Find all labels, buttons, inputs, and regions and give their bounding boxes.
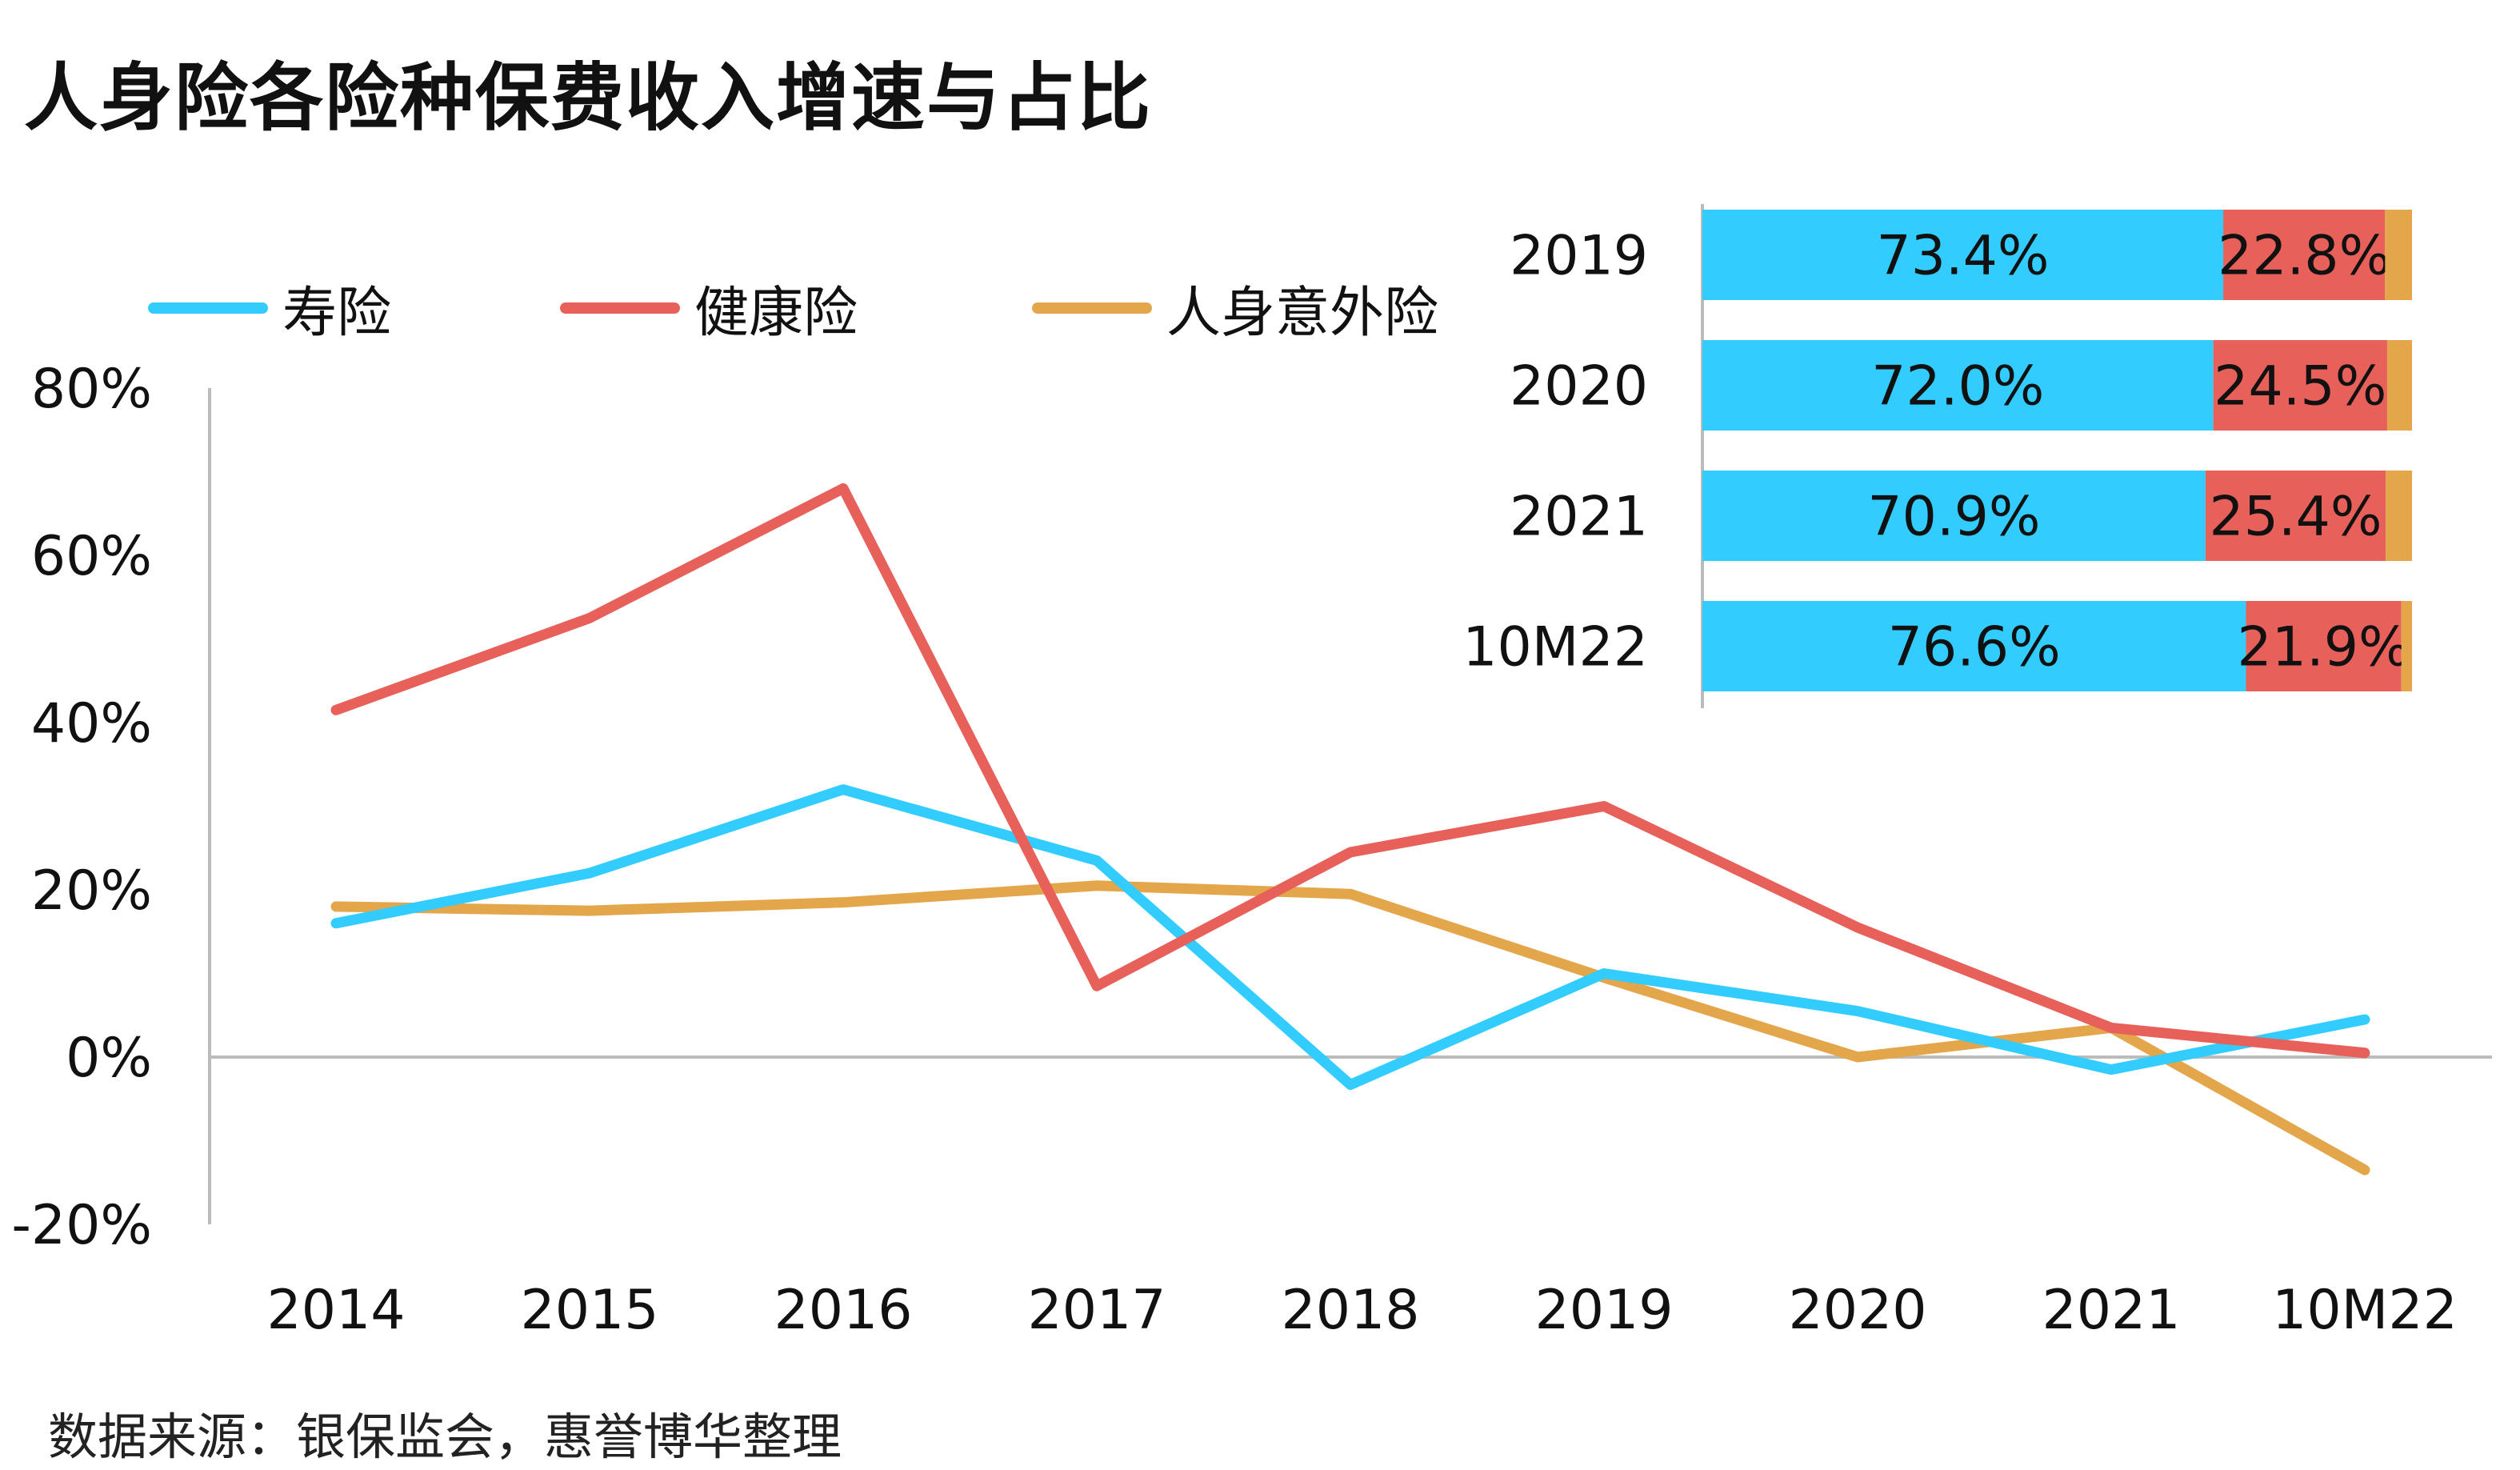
legend-swatch-accident — [1032, 302, 1152, 314]
bar-category-label: 2019 — [1510, 225, 1648, 288]
legend-item-life: 寿险 — [148, 268, 391, 347]
bar-segment — [2386, 340, 2412, 431]
legend-item-accident: 人身意外险 — [1032, 268, 1438, 347]
x-tick-label: 2019 — [1534, 1279, 1673, 1342]
data-point — [842, 487, 845, 491]
data-point — [1856, 1055, 1859, 1059]
data-point — [588, 871, 591, 875]
bar-data-label: 73.4% — [1877, 225, 2050, 288]
data-point — [2363, 1017, 2366, 1021]
data-point — [1095, 984, 1098, 988]
data-point — [842, 787, 845, 791]
data-point — [1095, 859, 1098, 863]
bar-segment — [2205, 471, 2386, 561]
x-tick-label: 2016 — [774, 1279, 912, 1342]
y-tick-label: 20% — [31, 859, 152, 923]
data-point — [1349, 1083, 1352, 1087]
legend-label-life: 寿险 — [282, 282, 392, 345]
bar-segment — [2213, 340, 2387, 431]
legend-label-health: 健康险 — [694, 282, 858, 345]
x-tick-label: 2014 — [266, 1279, 405, 1342]
legend-swatch-life — [148, 302, 268, 314]
bar-data-label: 24.5% — [2214, 355, 2386, 419]
y-tick-label: 60% — [31, 525, 152, 588]
bar-data-label: 21.9% — [2238, 616, 2410, 679]
x-tick-label: 2018 — [1281, 1279, 1419, 1342]
data-point — [588, 909, 591, 913]
chart-title: 人身险各险种保费收入增速与占比 — [24, 55, 1153, 141]
legend-label-accident: 人身意外险 — [1166, 282, 1439, 345]
data-point — [1349, 892, 1352, 896]
bar-data-label: 25.4% — [2210, 486, 2382, 549]
legend: 寿险 健康险 人身意外险 — [0, 268, 1520, 348]
data-point — [2363, 1051, 2366, 1055]
bar-segment — [1702, 340, 2214, 431]
x-tick-label: 2015 — [520, 1279, 658, 1342]
data-point — [1349, 850, 1352, 854]
data-point — [2110, 1067, 2113, 1071]
bar-data-label: 72.0% — [1871, 355, 2044, 419]
data-point — [1856, 926, 1859, 930]
x-tick-label: 10M22 — [2272, 1279, 2458, 1342]
x-tick-label: 2020 — [1788, 1279, 1926, 1342]
data-point — [2363, 1168, 2366, 1172]
x-tick-label: 2021 — [2042, 1279, 2180, 1342]
data-point — [588, 616, 591, 620]
source-note: 数据来源：银保监会，惠誉博华整理 — [48, 1408, 842, 1466]
data-point — [1856, 1009, 1859, 1013]
bar-data-label: 22.8% — [2218, 225, 2390, 288]
bar-segment — [1702, 601, 2246, 691]
bar-segment — [2401, 601, 2412, 691]
bar-data-label: 76.6% — [1888, 616, 2061, 679]
data-point — [334, 921, 338, 925]
bar-segment — [2385, 210, 2412, 300]
bar-segment — [2246, 601, 2402, 691]
y-tick-label: 80% — [31, 358, 152, 421]
data-point — [842, 900, 845, 904]
bar-segment — [1702, 471, 2206, 561]
y-tick-label: 40% — [31, 692, 152, 755]
y-tick-label: -20% — [11, 1194, 152, 1257]
y-tick-label: 0% — [66, 1027, 152, 1090]
data-point — [2110, 1026, 2113, 1030]
bar-category-label: 2020 — [1510, 355, 1648, 419]
x-tick-label: 2017 — [1027, 1279, 1166, 1342]
data-point — [1602, 971, 1606, 975]
data-point — [1095, 883, 1098, 887]
bar-segment — [2386, 471, 2412, 561]
bar-category-label: 10M22 — [1462, 616, 1648, 679]
data-point — [1602, 804, 1606, 808]
bar-segment — [1702, 210, 2224, 300]
bar-category-label: 2021 — [1510, 486, 1648, 549]
data-point — [334, 904, 338, 908]
legend-item-health: 健康险 — [560, 268, 858, 347]
bar-data-label: 70.9% — [1867, 486, 2040, 549]
legend-swatch-health — [560, 302, 680, 314]
bar-segment — [2223, 210, 2386, 300]
data-point — [334, 708, 338, 712]
